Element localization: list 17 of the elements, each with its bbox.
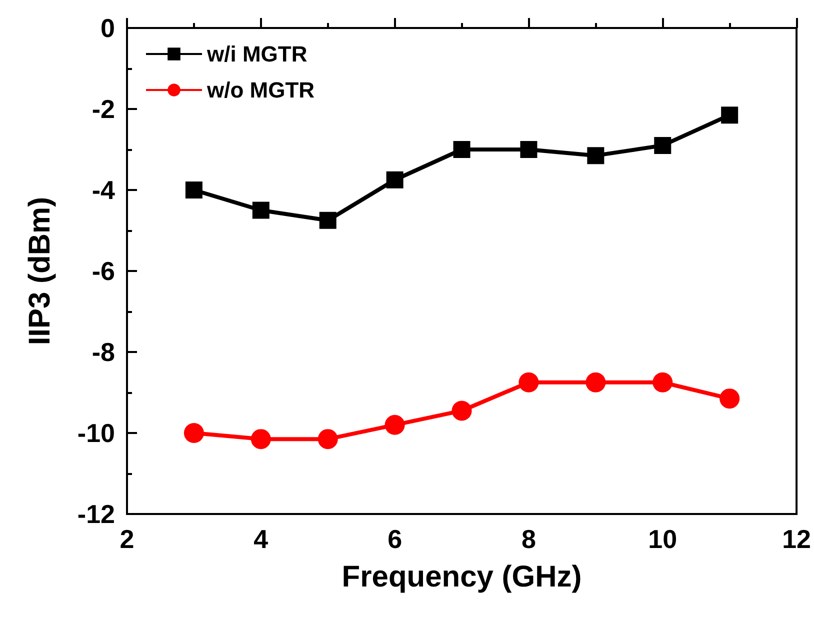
legend-label: w/i MGTR — [206, 42, 308, 66]
x-tick-label: 6 — [388, 524, 402, 554]
x-tick-label: 10 — [648, 524, 678, 554]
y-tick-label: -8 — [92, 337, 115, 367]
x-tick-label: 8 — [521, 524, 536, 554]
y-tick-label: -4 — [92, 175, 116, 205]
y-tick-label: -2 — [92, 94, 115, 124]
y-tick-label: 0 — [100, 13, 115, 43]
legend-label: w/o MGTR — [206, 78, 315, 102]
y-axis-title: IIP3 (dBm) — [24, 196, 56, 346]
y-tick-label: -12 — [77, 499, 115, 529]
x-tick-label: 2 — [120, 524, 134, 554]
x-axis-title: Frequency (GHz) — [342, 560, 582, 594]
y-tick-label: -10 — [77, 418, 115, 448]
x-tick-label: 4 — [254, 524, 269, 554]
y-tick-label: -6 — [92, 256, 115, 286]
x-tick-label: 12 — [782, 524, 811, 554]
